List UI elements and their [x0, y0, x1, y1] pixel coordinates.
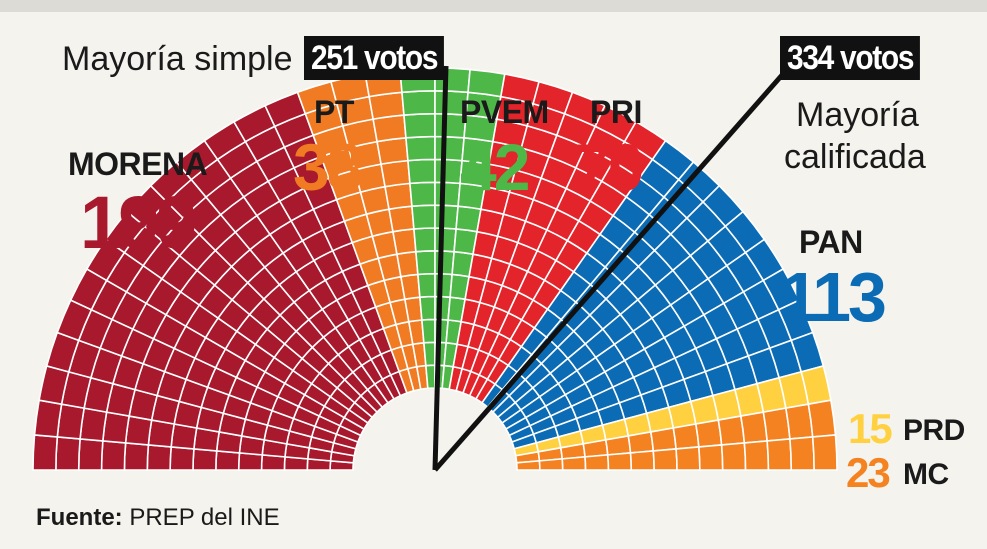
- seat-pvem: [434, 181, 461, 208]
- badge-251-votos: 251 votos: [304, 36, 445, 80]
- top-band: [0, 0, 987, 12]
- seat-mc: [627, 431, 655, 454]
- seats-pt: 38: [293, 130, 363, 204]
- label-pvem: PVEM: [460, 94, 549, 130]
- seat-pvem: [411, 204, 436, 230]
- label-mayoria: Mayoría: [796, 96, 919, 134]
- seat-pvem: [467, 68, 506, 98]
- seat-morena: [33, 399, 63, 438]
- seats-pan: [480, 139, 825, 450]
- seat-mc: [672, 423, 700, 450]
- threshold-lines: [432, 64, 792, 472]
- seat-mc: [720, 442, 747, 471]
- seat-mc: [649, 427, 677, 452]
- threshold-line-334: [433, 64, 792, 472]
- seat-morena: [55, 436, 81, 471]
- seat-mc: [697, 444, 724, 471]
- seat-mc: [584, 454, 610, 471]
- seat-pt: [392, 228, 417, 256]
- seats-mc: [514, 399, 838, 471]
- seat-pt: [388, 205, 415, 233]
- seat-pvem: [407, 158, 436, 185]
- seat-mc: [807, 399, 837, 438]
- seat-mc: [582, 438, 609, 458]
- seat-pvem: [434, 204, 459, 230]
- label-prd: PRD: [903, 414, 965, 447]
- seat-mc: [606, 452, 633, 471]
- seat-pvem: [421, 318, 436, 344]
- seats-prd: 15: [848, 405, 893, 452]
- seat-morena: [237, 452, 264, 471]
- seat-pvem: [434, 227, 457, 253]
- seat-pt: [396, 250, 419, 278]
- seats-pt: [296, 68, 429, 394]
- seats-pvem: 42: [460, 130, 530, 204]
- seat-pvem: [405, 135, 436, 162]
- seat-pvem: [424, 364, 436, 390]
- seat-morena: [100, 440, 127, 471]
- seat-mc: [743, 440, 770, 471]
- label-morena: MORENA: [68, 146, 208, 182]
- threshold-line-251: [432, 65, 449, 471]
- seat-morena: [101, 411, 131, 444]
- seats-prd: [513, 364, 832, 457]
- label-mayoria-simple: Mayoría simple: [62, 40, 293, 78]
- seat-pvem: [417, 272, 436, 299]
- seat-morena: [32, 434, 59, 471]
- seat-morena: [215, 450, 241, 471]
- seats-morena: 199: [80, 181, 197, 264]
- seat-mc: [739, 411, 769, 444]
- seat-mc: [766, 438, 793, 471]
- seat-pvem: [434, 158, 463, 185]
- seats-mc: 23: [846, 449, 891, 496]
- seat-groups: [32, 67, 838, 471]
- seat-mc: [561, 456, 587, 471]
- seats-pri: [448, 73, 667, 404]
- seat-morena: [123, 442, 150, 471]
- seats-morena: [32, 91, 408, 471]
- seat-pvem: [401, 90, 436, 116]
- seat-morena: [77, 438, 104, 471]
- seats-pan: 113: [780, 258, 887, 336]
- label-mc: MC: [903, 458, 949, 491]
- seat-mc: [515, 459, 541, 471]
- seat-mc: [629, 450, 655, 471]
- seat-mc: [538, 458, 564, 471]
- seat-pvem: [403, 112, 436, 139]
- seat-pvem: [415, 250, 436, 276]
- seat-mc: [717, 415, 746, 446]
- seat-mc: [604, 434, 632, 456]
- seats-pri: 70: [574, 130, 644, 204]
- source-text: PREP del INE: [122, 504, 280, 531]
- seat-pvem: [409, 181, 436, 208]
- label-pan: PAN: [799, 224, 863, 260]
- seat-mc: [789, 436, 815, 471]
- seat-pvem: [413, 227, 436, 253]
- seat-pvem: [423, 341, 436, 367]
- badge-334-votos: 334 votos: [780, 36, 921, 80]
- seat-pt: [399, 273, 421, 301]
- source-prefix: Fuente:: [36, 504, 123, 531]
- seat-morena: [192, 448, 218, 471]
- seat-pt: [376, 136, 409, 166]
- seat-pt: [403, 296, 423, 323]
- label-calificada: calificada: [784, 138, 926, 176]
- seat-mc: [652, 448, 678, 471]
- label-pt: PT: [314, 94, 354, 130]
- seat-pvem: [434, 250, 455, 276]
- source-note: Fuente: PREP del INE: [36, 504, 280, 532]
- seat-mc: [675, 446, 701, 471]
- seat-pt: [380, 159, 411, 188]
- seat-morena: [124, 415, 153, 446]
- seat-pt: [384, 182, 413, 211]
- seat-mc: [811, 434, 838, 471]
- seat-morena: [146, 444, 173, 471]
- label-pri: PRI: [590, 94, 642, 130]
- seat-pvem: [419, 295, 436, 321]
- seat-morena: [169, 446, 195, 471]
- seat-mc: [694, 419, 723, 448]
